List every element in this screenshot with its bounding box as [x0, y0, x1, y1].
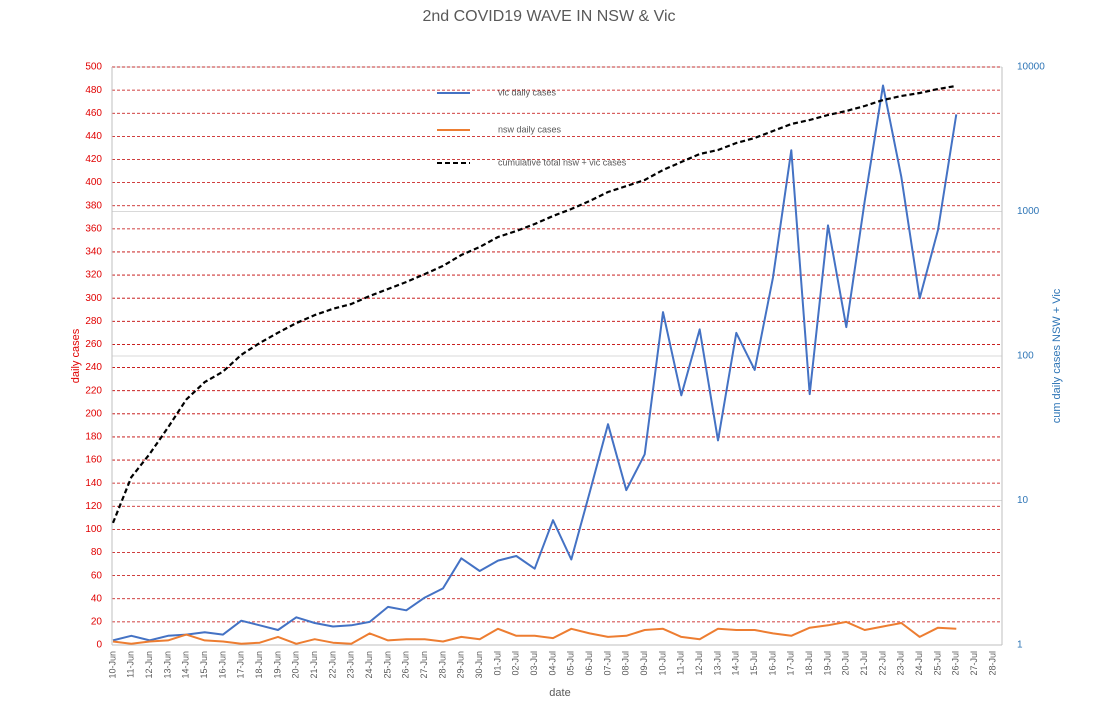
- y-tick-label: 80: [91, 547, 103, 558]
- x-tick-label: 20-Jul: [841, 651, 851, 676]
- y-tick-label: 420: [85, 154, 102, 165]
- y-tick-label: 300: [85, 293, 102, 304]
- chart-title: 2nd COVID19 WAVE IN NSW & Vic: [422, 8, 675, 25]
- x-tick-label: 17-Jul: [786, 651, 796, 676]
- y-tick-label: 220: [85, 385, 102, 396]
- y-tick-label: 180: [85, 432, 102, 443]
- legend-label: cumulative total nsw + vic cases: [498, 157, 627, 167]
- series-line: [112, 620, 957, 645]
- y2-tick-label: 1: [1017, 640, 1023, 651]
- y-tick-label: 20: [91, 617, 103, 628]
- x-tick-label: 09-Jul: [639, 651, 649, 676]
- y-tick-label: 380: [85, 200, 102, 211]
- x-tick-label: 10-Jun: [107, 651, 117, 679]
- y2-tick-label: 1000: [1017, 206, 1040, 217]
- x-tick-label: 03-Jul: [529, 651, 539, 676]
- x-tick-label: 28-Jun: [437, 651, 447, 679]
- y-tick-label: 240: [85, 362, 102, 373]
- x-tick-label: 30-Jun: [474, 651, 484, 679]
- x-tick-label: 19-Jun: [272, 651, 282, 679]
- y-tick-label: 260: [85, 339, 102, 350]
- x-tick-label: 08-Jul: [621, 651, 631, 676]
- y-tick-label: 40: [91, 593, 103, 604]
- x-tick-label: 19-Jul: [822, 651, 832, 676]
- x-tick-label: 06-Jul: [584, 651, 594, 676]
- y-axis-title: daily cases: [70, 328, 82, 383]
- x-tick-label: 29-Jun: [456, 651, 466, 679]
- x-tick-label: 23-Jun: [346, 651, 356, 679]
- x-tick-label: 10-Jul: [657, 651, 667, 676]
- y2-tick-label: 10: [1017, 495, 1029, 506]
- x-tick-label: 15-Jul: [749, 651, 759, 676]
- y-tick-label: 460: [85, 108, 102, 119]
- legend-label: nsw daily cases: [498, 124, 562, 134]
- x-tick-label: 21-Jun: [309, 651, 319, 679]
- series-line: [112, 84, 958, 642]
- x-tick-label: 18-Jul: [804, 651, 814, 676]
- x-tick-label: 12-Jun: [144, 651, 154, 679]
- x-tick-label: 07-Jul: [602, 651, 612, 676]
- x-tick-label: 11-Jun: [126, 651, 136, 678]
- series-line: [111, 84, 957, 524]
- x-tick-label: 24-Jul: [914, 651, 924, 676]
- y-tick-label: 100: [85, 524, 102, 535]
- y-tick-label: 0: [96, 640, 102, 651]
- y-tick-label: 120: [85, 501, 102, 512]
- y-tick-label: 140: [85, 478, 102, 489]
- x-tick-label: 24-Jun: [364, 651, 374, 679]
- x-tick-label: 16-Jun: [217, 651, 227, 679]
- y2-tick-label: 100: [1017, 351, 1034, 362]
- y-tick-label: 440: [85, 131, 102, 142]
- y-tick-label: 480: [85, 85, 102, 96]
- x-tick-label: 22-Jun: [327, 651, 337, 679]
- x-tick-label: 23-Jul: [896, 651, 906, 676]
- x-tick-label: 26-Jun: [401, 651, 411, 679]
- x-tick-label: 01-Jul: [492, 651, 502, 676]
- y-tick-label: 60: [91, 570, 103, 581]
- x-tick-label: 16-Jul: [767, 651, 777, 676]
- y2-axis-title: cum daily cases NSW + Vic: [1051, 288, 1063, 423]
- x-tick-label: 11-Jul: [676, 651, 686, 675]
- x-tick-label: 14-Jun: [181, 651, 191, 679]
- y-tick-label: 360: [85, 223, 102, 234]
- legend-label: vic daily cases: [498, 87, 557, 97]
- x-tick-label: 12-Jul: [694, 651, 704, 676]
- y-tick-label: 340: [85, 247, 102, 258]
- x-tick-label: 05-Jul: [566, 651, 576, 676]
- y-tick-label: 160: [85, 455, 102, 466]
- y-tick-label: 320: [85, 270, 102, 281]
- x-tick-label: 26-Jul: [951, 651, 961, 676]
- y-tick-label: 500: [85, 62, 102, 73]
- x-tick-label: 17-Jun: [236, 651, 246, 679]
- x-tick-label: 27-Jun: [419, 651, 429, 679]
- x-tick-label: 22-Jul: [877, 651, 887, 676]
- x-tick-label: 27-Jul: [969, 651, 979, 676]
- x-tick-label: 25-Jul: [932, 651, 942, 676]
- y-tick-label: 400: [85, 177, 102, 188]
- y-tick-label: 280: [85, 316, 102, 327]
- x-tick-label: 20-Jun: [291, 651, 301, 679]
- x-tick-label: 02-Jul: [511, 651, 521, 676]
- x-tick-label: 14-Jul: [731, 651, 741, 676]
- y2-tick-label: 10000: [1017, 62, 1045, 73]
- x-tick-label: 04-Jul: [547, 651, 557, 676]
- x-tick-label: 18-Jun: [254, 651, 264, 679]
- x-axis-title: date: [549, 687, 570, 699]
- x-tick-label: 13-Jun: [162, 651, 172, 679]
- x-tick-label: 25-Jun: [382, 651, 392, 679]
- x-tick-label: 28-Jul: [987, 651, 997, 676]
- x-tick-label: 21-Jul: [859, 651, 869, 676]
- x-tick-label: 15-Jun: [199, 651, 209, 679]
- x-tick-label: 13-Jul: [712, 651, 722, 676]
- y-tick-label: 200: [85, 408, 102, 419]
